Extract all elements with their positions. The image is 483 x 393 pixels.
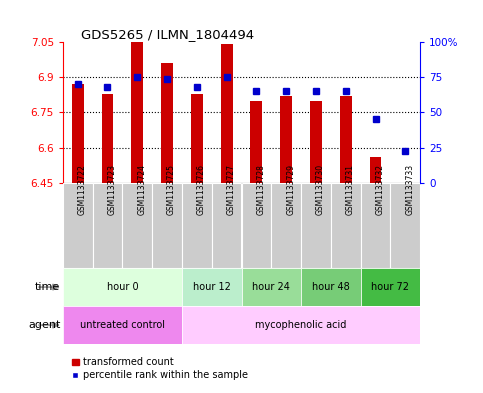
Bar: [191, 94, 203, 183]
Bar: [122, 183, 152, 268]
Bar: [251, 101, 262, 183]
Text: GSM1133722: GSM1133722: [78, 164, 86, 215]
Text: GSM1133728: GSM1133728: [256, 164, 265, 215]
Bar: [63, 306, 182, 344]
Text: GSM1133732: GSM1133732: [376, 164, 384, 215]
Legend: transformed count, percentile rank within the sample: transformed count, percentile rank withi…: [68, 354, 252, 384]
Bar: [63, 183, 93, 268]
Bar: [242, 268, 301, 306]
Bar: [390, 183, 420, 268]
Text: hour 72: hour 72: [371, 282, 410, 292]
Bar: [63, 268, 182, 306]
Bar: [93, 183, 122, 268]
Text: time: time: [35, 282, 60, 292]
Bar: [361, 268, 420, 306]
Bar: [161, 63, 173, 183]
Text: GDS5265 / ILMN_1804494: GDS5265 / ILMN_1804494: [81, 28, 254, 40]
Bar: [182, 268, 242, 306]
Bar: [101, 94, 114, 183]
Bar: [271, 183, 301, 268]
Bar: [242, 183, 271, 268]
Bar: [340, 96, 352, 183]
Text: hour 12: hour 12: [193, 282, 231, 292]
Bar: [331, 183, 361, 268]
Text: GSM1133726: GSM1133726: [197, 164, 206, 215]
Text: GSM1133723: GSM1133723: [108, 164, 116, 215]
Bar: [361, 183, 390, 268]
Bar: [152, 183, 182, 268]
Text: hour 48: hour 48: [312, 282, 350, 292]
Bar: [131, 39, 143, 183]
Text: GSM1133730: GSM1133730: [316, 164, 325, 215]
Text: GSM1133729: GSM1133729: [286, 164, 295, 215]
Bar: [72, 84, 84, 183]
Text: GSM1133733: GSM1133733: [405, 164, 414, 215]
Bar: [221, 44, 233, 183]
Text: mycophenolic acid: mycophenolic acid: [256, 320, 347, 330]
Text: hour 24: hour 24: [252, 282, 290, 292]
Text: untreated control: untreated control: [80, 320, 165, 330]
Bar: [301, 183, 331, 268]
Text: GSM1133724: GSM1133724: [137, 164, 146, 215]
Bar: [369, 157, 382, 183]
Bar: [182, 183, 212, 268]
Bar: [310, 101, 322, 183]
Text: GSM1133727: GSM1133727: [227, 164, 236, 215]
Text: hour 0: hour 0: [107, 282, 138, 292]
Bar: [182, 306, 420, 344]
Bar: [212, 183, 242, 268]
Bar: [301, 268, 361, 306]
Text: GSM1133731: GSM1133731: [346, 164, 355, 215]
Bar: [280, 96, 292, 183]
Text: GSM1133725: GSM1133725: [167, 164, 176, 215]
Text: agent: agent: [28, 320, 60, 330]
